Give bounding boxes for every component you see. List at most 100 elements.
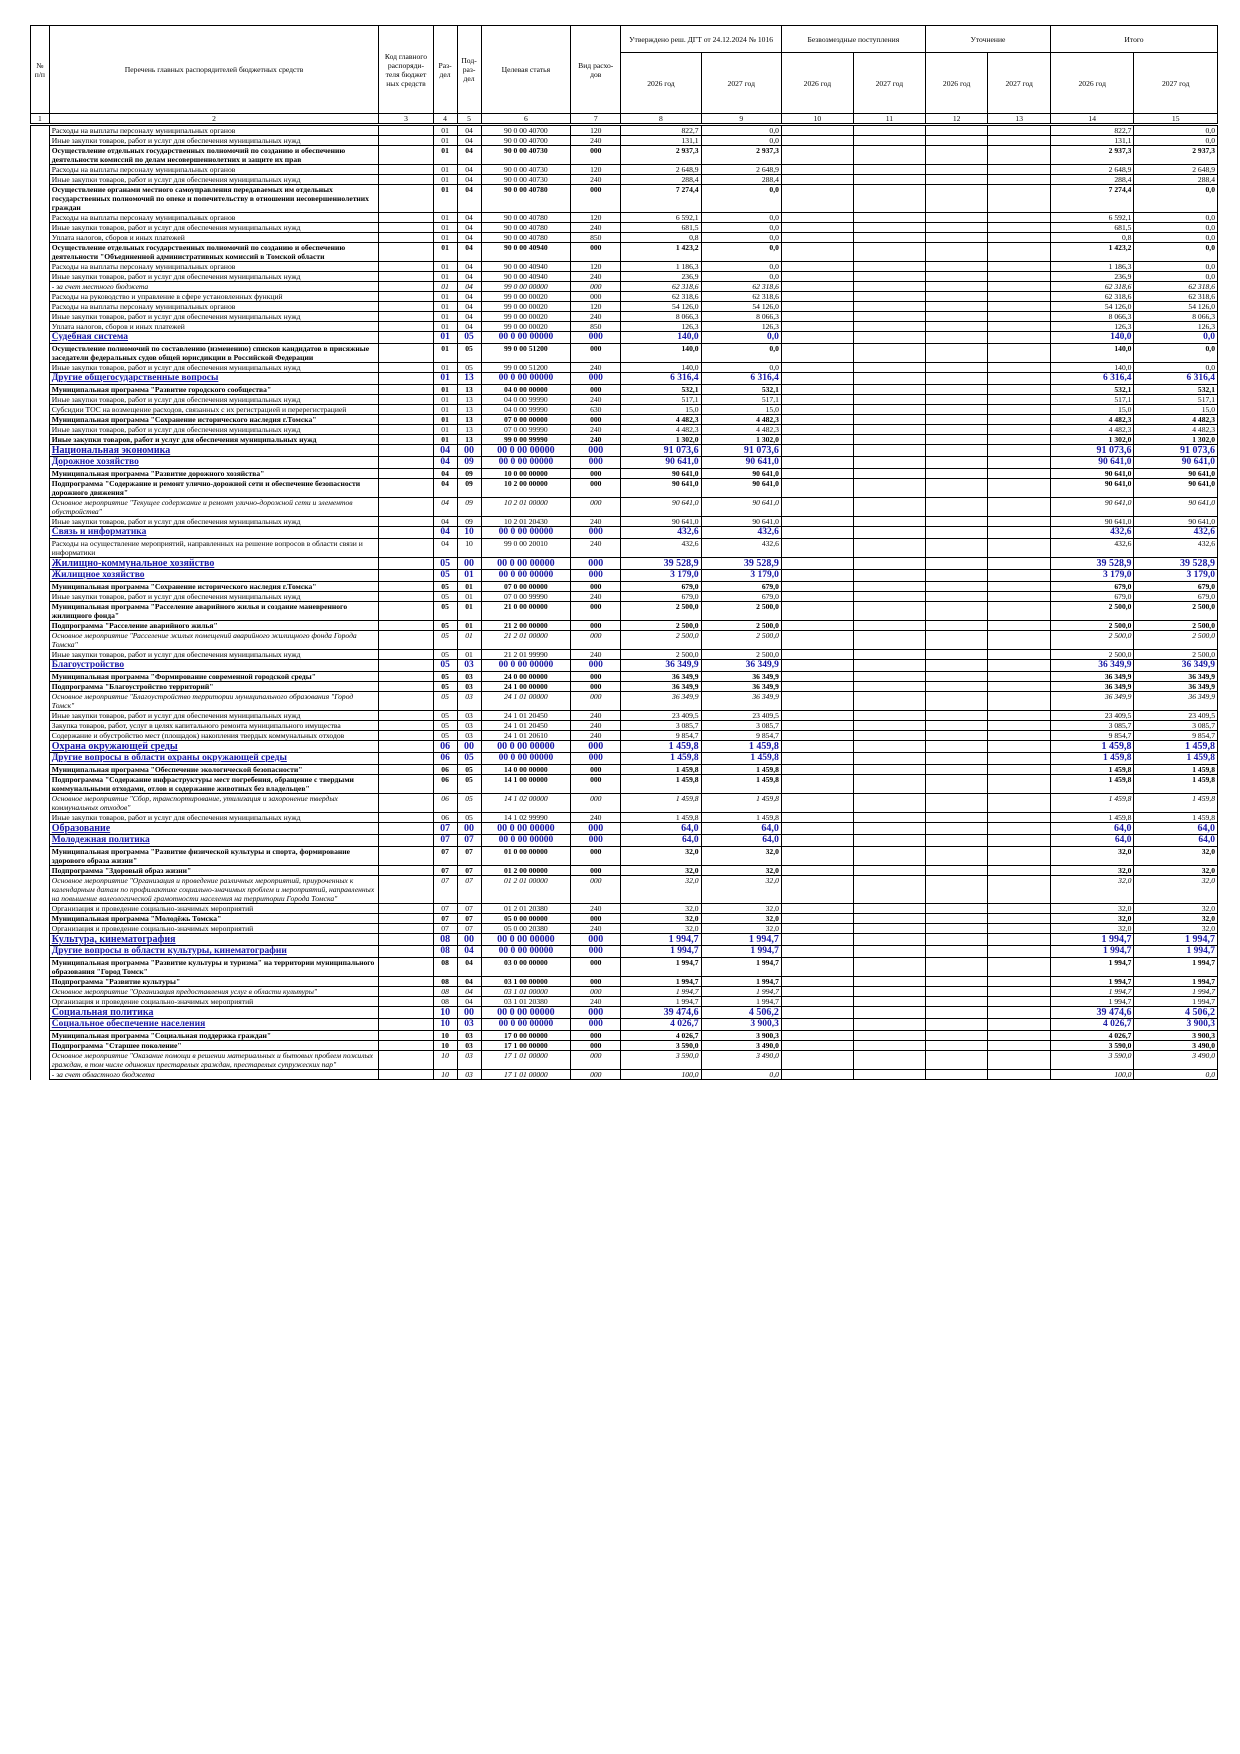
row-approved-2027: 6 316,4 [700, 372, 782, 385]
row-name: Иные закупки товаров, работ и услуг для … [48, 362, 380, 373]
row-num-cell [30, 957, 50, 977]
row-total-2026: 4 026,7 [1049, 1018, 1135, 1031]
row-refine-2026 [924, 242, 989, 262]
row-approved-2026: 131,1 [620, 135, 702, 146]
row-target: 04 0 00 00000 [480, 384, 572, 395]
row-podrazdel: 04 [456, 321, 482, 332]
row-approved-2027: 288,4 [700, 174, 782, 185]
row-free-2027 [852, 1069, 926, 1080]
row-free-2026 [780, 913, 854, 924]
row-refine-2027 [987, 261, 1051, 272]
row-free-2027 [852, 526, 926, 539]
column-number: 3 [378, 113, 434, 126]
row-code [378, 311, 434, 322]
row-approved-2027: 2 937,3 [700, 145, 782, 165]
row-total-2027: 0,0 [1133, 343, 1218, 363]
row-target: 90 0 00 40730 [480, 174, 572, 185]
row-total-2027: 1 994,7 [1133, 945, 1218, 958]
row-free-2026 [780, 846, 854, 866]
row-total-2026: 3 590,0 [1049, 1050, 1135, 1070]
row-free-2027 [852, 331, 926, 344]
row-num-cell [30, 384, 50, 395]
header-year: 2026 год [924, 52, 989, 114]
row-refine-2026 [924, 184, 989, 213]
row-name: Подпрограмма "Содержание и ремонт улично… [48, 478, 380, 498]
table-row: Организация и проведение социально-значи… [30, 903, 1218, 914]
row-target: 17 1 00 00000 [480, 1040, 572, 1051]
row-refine-2026 [924, 752, 989, 765]
row-total-2026: 91 073,6 [1049, 444, 1135, 457]
row-code [378, 372, 434, 385]
row-approved-2027: 4 482,3 [700, 424, 782, 435]
row-name: Основное мероприятие "Текущее содержание… [48, 497, 380, 517]
row-refine-2026 [924, 591, 989, 602]
row-total-2026: 140,0 [1049, 331, 1135, 344]
row-vid: 000 [570, 774, 622, 794]
row-refine-2026 [924, 1050, 989, 1070]
row-num-cell [30, 222, 50, 233]
row-refine-2027 [987, 321, 1051, 332]
row-free-2026 [780, 1018, 854, 1031]
header-vid: Вид расхо-дов [570, 25, 622, 114]
row-approved-2026: 1 423,2 [620, 242, 702, 262]
table-row: Муниципальная программа "Развитие культу… [30, 957, 1218, 977]
row-razdel: 04 [432, 538, 458, 558]
row-refine-2027 [987, 945, 1051, 958]
row-free-2026 [780, 620, 854, 631]
row-approved-2026: 90 641,0 [620, 497, 702, 517]
row-approved-2026: 39 528,9 [620, 557, 702, 570]
row-total-2026: 3 085,7 [1049, 720, 1135, 731]
row-free-2026 [780, 212, 854, 223]
row-free-2027 [852, 986, 926, 997]
row-target: 00 0 00 00000 [480, 752, 572, 765]
row-code [378, 478, 434, 498]
row-refine-2026 [924, 261, 989, 272]
row-target: 21 0 00 00000 [480, 601, 572, 621]
row-free-2026 [780, 526, 854, 539]
row-num-cell [30, 321, 50, 332]
row-refine-2027 [987, 913, 1051, 924]
row-total-2027: 32,0 [1133, 913, 1218, 924]
row-podrazdel: 04 [456, 212, 482, 223]
row-free-2027 [852, 271, 926, 282]
row-name: Иные закупки товаров, работ и услуг для … [48, 812, 380, 823]
row-vid: 850 [570, 232, 622, 243]
row-refine-2026 [924, 222, 989, 233]
row-podrazdel: 03 [456, 1050, 482, 1070]
row-refine-2026 [924, 212, 989, 223]
row-refine-2027 [987, 986, 1051, 997]
row-total-2026: 6 592,1 [1049, 212, 1135, 223]
row-free-2027 [852, 691, 926, 711]
row-refine-2027 [987, 957, 1051, 977]
row-name: Осуществление органами местного самоупра… [48, 184, 380, 213]
row-approved-2027: 1 994,7 [700, 986, 782, 997]
row-approved-2026: 679,0 [620, 591, 702, 602]
row-total-2027: 6 316,4 [1133, 372, 1218, 385]
row-refine-2027 [987, 164, 1051, 175]
row-free-2026 [780, 630, 854, 650]
row-razdel: 08 [432, 933, 458, 946]
row-refine-2026 [924, 424, 989, 435]
row-num-cell [30, 311, 50, 322]
row-razdel: 10 [432, 1040, 458, 1051]
row-target: 00 0 00 00000 [480, 1018, 572, 1031]
table-row: Иные закупки товаров, работ и услуг для … [30, 311, 1218, 322]
row-free-2026 [780, 945, 854, 958]
row-refine-2026 [924, 620, 989, 631]
budget-sheet: № п/п Перечень главных распорядителей бю… [30, 25, 1218, 1080]
row-razdel: 01 [432, 424, 458, 435]
row-free-2026 [780, 124, 854, 136]
row-code [378, 710, 434, 721]
row-approved-2026: 90 641,0 [620, 478, 702, 498]
row-code [378, 913, 434, 924]
row-num-cell [30, 497, 50, 517]
row-podrazdel: 00 [456, 822, 482, 835]
row-vid: 240 [570, 135, 622, 146]
header-group-total: Итого [1050, 25, 1218, 53]
row-podrazdel: 00 [456, 557, 482, 570]
row-free-2026 [780, 822, 854, 835]
row-approved-2027: 3 179,0 [700, 569, 782, 582]
row-target: 07 0 00 99990 [480, 591, 572, 602]
row-vid: 000 [570, 372, 622, 385]
table-row: Судебная система 01 05 00 0 00 00000 000 140,… [30, 331, 1218, 344]
